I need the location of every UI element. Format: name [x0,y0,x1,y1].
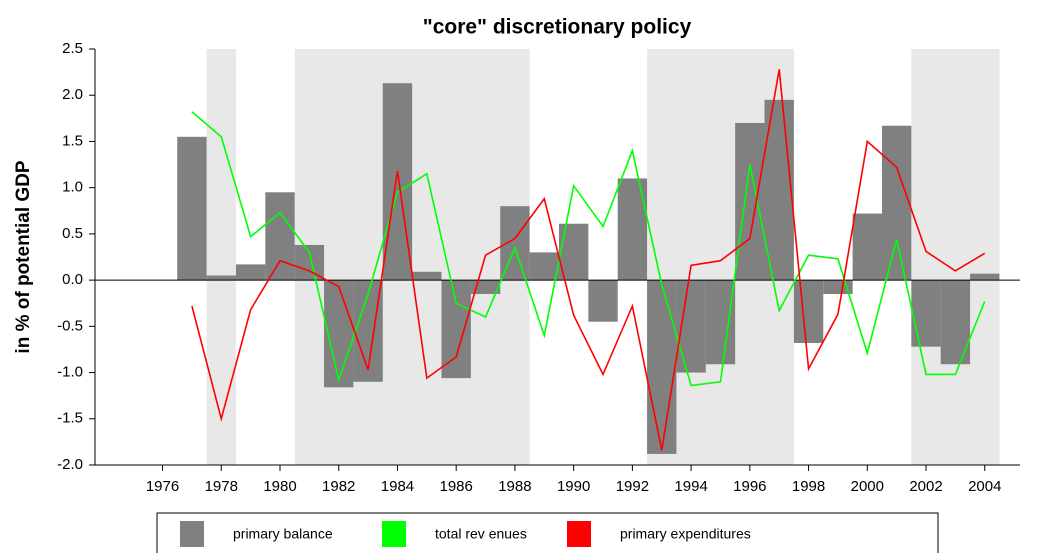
bar [647,280,677,454]
bar [793,280,824,343]
bar [500,206,530,281]
shaded-period [206,49,236,465]
bar [470,280,501,294]
bar [265,192,295,281]
y-tick-label: -1.5 [57,410,83,427]
y-tick-label: 2.5 [62,40,83,57]
y-tick-label: 1.0 [62,179,83,196]
y-tick-label: -0.5 [57,317,83,334]
bar [441,280,471,379]
y-tick-label: 2.0 [62,86,83,103]
bar [705,280,736,365]
y-tick-label: -1.0 [57,364,83,381]
chart-title: "core" discretionary policy [423,16,692,39]
bar [881,125,912,281]
legend-label: primary expenditures [620,526,751,542]
line [191,69,986,451]
shaded-period [911,49,1000,465]
bar [412,271,442,281]
x-tick-label: 1984 [381,478,414,495]
x-tick-label: 1996 [733,478,766,495]
x-tick-label: 1986 [440,478,473,495]
bar [735,122,765,281]
legend-swatch [567,521,591,547]
x-tick-label: 1994 [674,478,707,495]
y-tick-label: 1.5 [62,132,83,149]
x-tick-label: 2000 [851,478,884,495]
x-tick-label: 2004 [968,478,1001,495]
y-tick-label: -2.0 [57,456,83,473]
x-tick-label: 1992 [616,478,649,495]
x-tick-label: 1976 [146,478,179,495]
bar [588,280,618,322]
bar [235,264,266,281]
bar [617,178,648,281]
y-tick-label: 0.5 [62,225,83,242]
bar [382,83,413,281]
bar [177,136,207,281]
x-tick-label: 1988 [498,478,531,495]
bar [911,280,941,347]
legend-swatch [180,521,204,547]
bar [852,213,882,281]
x-tick-label: 1980 [263,478,296,495]
bar [324,280,354,388]
legend-label: total rev enues [435,526,527,542]
line [191,111,986,387]
legend-box [156,512,939,553]
y-tick-label: 0.0 [62,271,83,288]
bar [206,275,236,281]
x-tick-label: 2002 [909,478,942,495]
plot [95,69,1020,454]
bar [970,273,1000,281]
y-axis-label: in % of potential GDP [13,160,34,353]
bar [294,244,325,281]
bar [940,280,971,365]
x-tick-label: 1990 [557,478,590,495]
x-tick-label: 1982 [322,478,355,495]
bar [529,252,559,281]
x-tick-label: 1998 [792,478,825,495]
legend-swatch [382,521,406,547]
x-tick-label: 1978 [205,478,238,495]
legend-label: primary balance [233,526,333,542]
